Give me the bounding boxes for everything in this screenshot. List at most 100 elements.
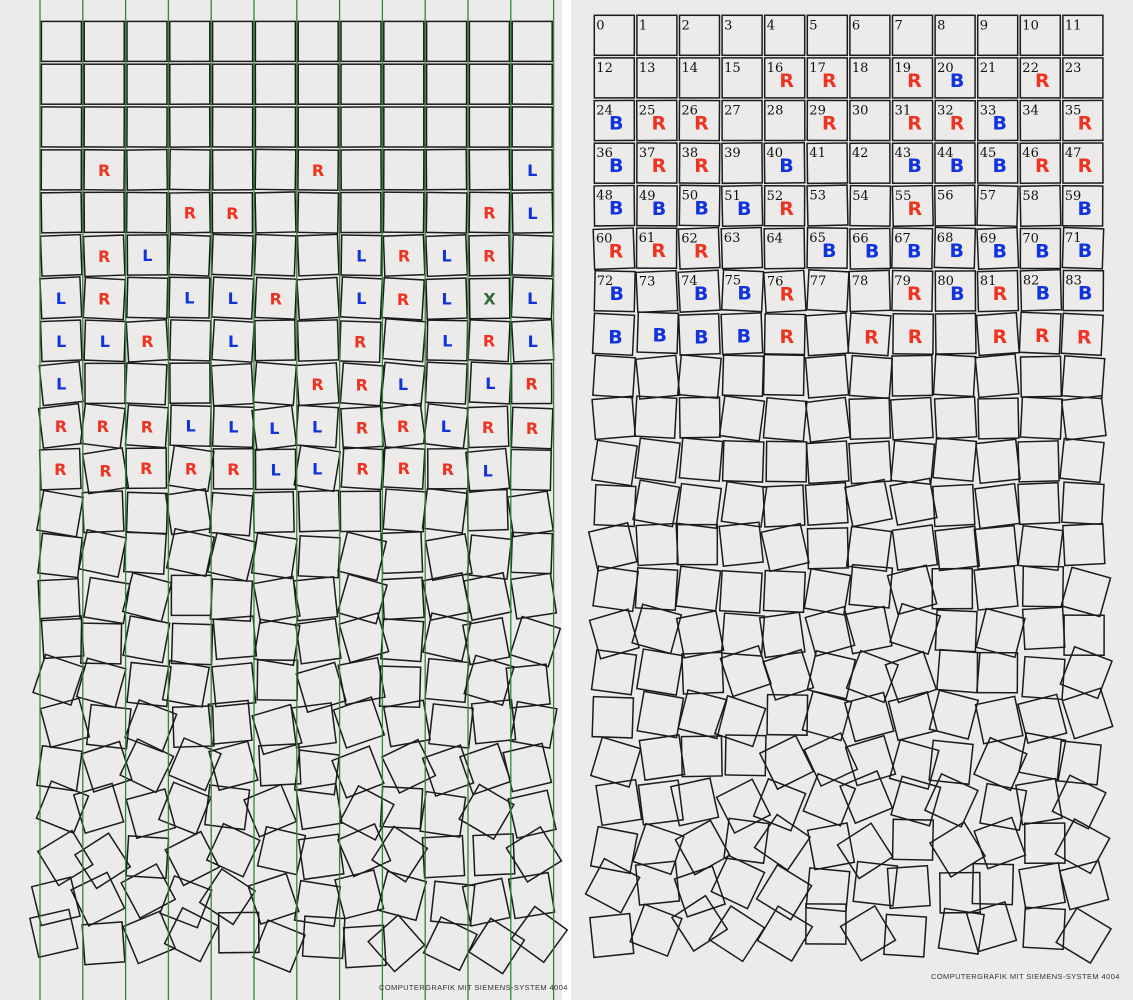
direction-label: L — [269, 419, 279, 438]
right-square — [589, 912, 635, 959]
square-number: 75 — [725, 274, 742, 289]
left-square — [252, 361, 298, 407]
right-square — [933, 226, 977, 270]
square-number: 37 — [639, 146, 656, 161]
left-square — [382, 148, 425, 191]
left-square — [37, 402, 85, 450]
right-square — [976, 14, 1019, 57]
right-square — [752, 777, 807, 832]
right-square — [886, 864, 931, 910]
left-square — [511, 149, 554, 191]
right-square — [718, 395, 766, 442]
left-square — [82, 276, 127, 321]
left-square — [30, 876, 82, 927]
square-number: 39 — [724, 146, 741, 161]
square-number: 47 — [1065, 146, 1082, 161]
left-square — [75, 657, 127, 709]
direction-label: R — [356, 419, 368, 438]
square-number: 1 — [639, 18, 647, 33]
color-label: B — [609, 113, 623, 135]
right-square — [758, 734, 815, 791]
left-square — [292, 576, 339, 622]
left-square — [168, 148, 211, 191]
left-square — [83, 63, 125, 105]
right-square — [763, 14, 806, 57]
right-square — [1019, 57, 1062, 99]
square-number: 70 — [1022, 232, 1039, 247]
left-square — [461, 877, 512, 927]
left-square — [425, 277, 468, 321]
right-square — [721, 354, 765, 398]
left-square — [83, 20, 125, 63]
right-square — [636, 57, 678, 99]
right-square — [1062, 57, 1104, 99]
right-square — [845, 525, 893, 573]
right-square — [592, 565, 640, 613]
left-square — [211, 318, 256, 363]
color-label: R — [907, 113, 922, 135]
right-square — [677, 269, 721, 314]
direction-label: L — [142, 246, 152, 265]
left-square — [121, 571, 173, 623]
right-square — [844, 478, 893, 528]
left-square — [505, 825, 563, 883]
color-label: R — [780, 284, 795, 306]
right-square — [1019, 142, 1062, 184]
direction-label: R — [184, 204, 196, 223]
right-square — [676, 523, 719, 566]
color-label: B — [779, 155, 793, 177]
left-square — [168, 191, 212, 234]
color-label: R — [779, 198, 794, 220]
left-square — [461, 616, 511, 666]
square-number: 50 — [682, 189, 699, 204]
right-square — [883, 913, 928, 958]
square-number: 71 — [1065, 231, 1082, 246]
right-square — [1055, 907, 1113, 965]
right-square — [669, 777, 720, 827]
square-number: 45 — [980, 146, 997, 161]
right-square — [591, 312, 636, 357]
left-square — [511, 63, 553, 105]
left-square — [468, 277, 511, 320]
left-square — [169, 319, 212, 362]
right-square — [928, 689, 980, 740]
left-square — [296, 191, 340, 234]
right-square — [721, 57, 763, 99]
right-square — [636, 311, 680, 355]
left-square — [293, 444, 342, 493]
left-square — [217, 911, 260, 954]
left-square — [468, 148, 511, 191]
left-square — [468, 917, 526, 975]
color-label: R — [907, 283, 922, 305]
right-square — [934, 142, 976, 184]
color-label: B — [609, 198, 623, 220]
left-square — [378, 665, 422, 709]
direction-label: R — [483, 332, 495, 351]
left-square — [253, 233, 297, 277]
right-color-labels: R R R B RB R R R R R B RB R R B B B B R RB B B B R R BR R R B B B B B B BB… — [608, 70, 1092, 348]
right-square — [763, 141, 806, 185]
left-square — [121, 910, 177, 965]
right-square — [753, 813, 812, 872]
left-square — [425, 234, 469, 278]
right-square — [928, 820, 987, 879]
square-number: 81 — [980, 274, 997, 289]
right-square — [678, 142, 721, 185]
right-square — [923, 772, 979, 828]
square-number: 8 — [937, 18, 945, 33]
left-square — [290, 702, 338, 749]
color-label: B — [737, 283, 751, 305]
square-number: 11 — [1065, 18, 1082, 33]
left-square — [425, 148, 468, 191]
left-square — [251, 919, 307, 974]
direction-label: L — [441, 417, 451, 436]
square-number: 34 — [1022, 104, 1039, 119]
left-square — [39, 697, 91, 749]
left-square — [339, 362, 385, 407]
left-square — [119, 737, 175, 794]
left-square — [510, 406, 554, 450]
right-square — [724, 734, 767, 777]
right-square — [1058, 859, 1110, 911]
square-number: 73 — [639, 275, 656, 290]
color-label: B — [609, 283, 623, 305]
